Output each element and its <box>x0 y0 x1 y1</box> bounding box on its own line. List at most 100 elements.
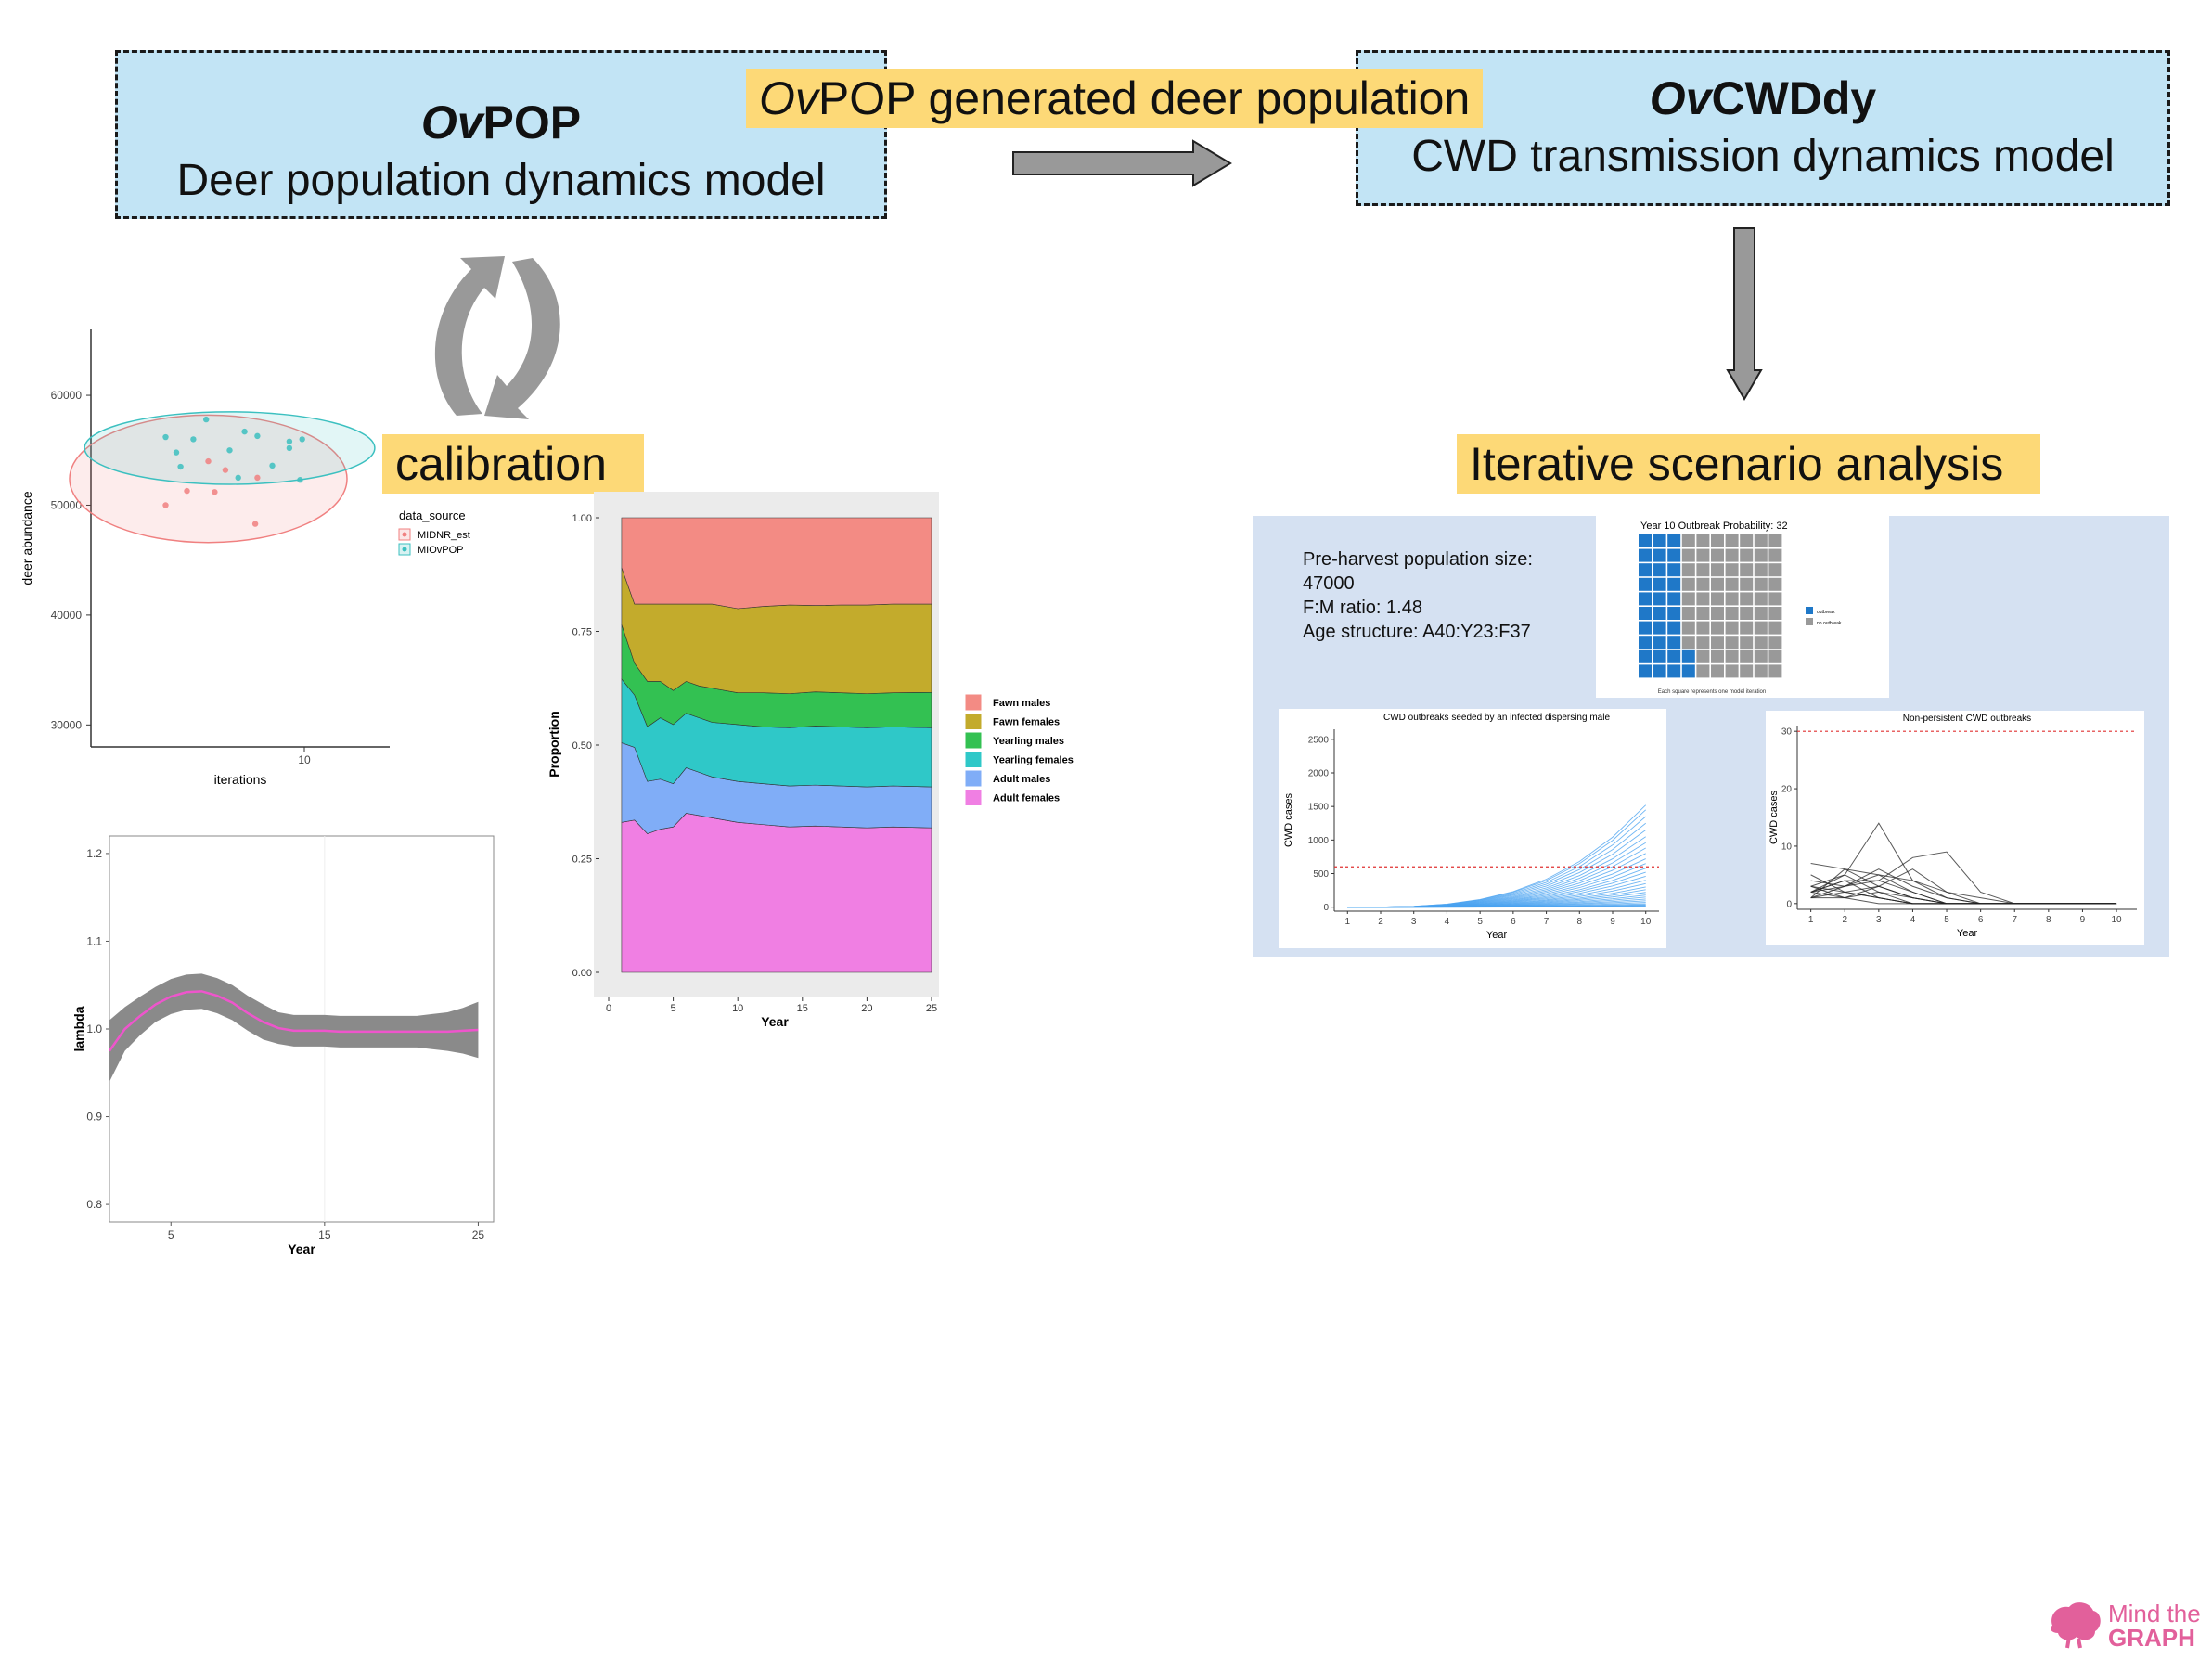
waffle-cell <box>1653 577 1666 591</box>
waffle-cell <box>1725 534 1739 547</box>
logo-line2: GRAPH <box>2108 1624 2195 1652</box>
x-tick-label: 5 <box>168 1228 174 1241</box>
waffle-cell <box>1725 649 1739 663</box>
waffle-cell <box>1639 548 1652 562</box>
data-point <box>162 502 169 508</box>
info-population-value: 47000 <box>1303 573 1355 594</box>
x-tick-label: 7 <box>2012 915 2017 925</box>
data-point <box>286 444 293 452</box>
ovcwddy-title-italic: Ov <box>1649 72 1712 124</box>
y-axis-title: lambda <box>71 1006 86 1051</box>
waffle-caption: Each square represents one model iterati… <box>1658 689 1766 695</box>
y-tick-label: 1000 <box>1308 836 1330 846</box>
waffle-cell <box>1725 636 1739 649</box>
waffle-cell <box>1768 607 1782 620</box>
data-point <box>254 474 261 482</box>
waffle-cell <box>1653 548 1666 562</box>
y-tick-label: 1.00 <box>572 513 592 524</box>
legend-key <box>964 693 983 712</box>
y-tick-label: 1.1 <box>86 934 102 947</box>
x-tick-label: 15 <box>797 1003 808 1014</box>
legend-key <box>964 731 983 750</box>
y-tick-label: 1500 <box>1308 803 1330 813</box>
waffle-cell <box>1681 534 1695 547</box>
waffle-cell <box>1740 534 1754 547</box>
waffle-cell <box>1667 592 1681 606</box>
waffle-cell <box>1696 577 1710 591</box>
outbreak-line <box>1810 874 2117 905</box>
y-tick-label: 500 <box>1313 869 1329 880</box>
x-tick-label: 6 <box>1978 915 1984 925</box>
legend-label: Yearling males <box>993 736 1064 747</box>
waffle-cell <box>1653 563 1666 577</box>
legend-label: Adult males <box>993 774 1050 785</box>
legend-label: MIOvPOP <box>418 545 464 556</box>
waffle-cell <box>1696 621 1710 635</box>
data-point <box>162 433 169 441</box>
waffle-cell <box>1667 636 1681 649</box>
legend-title: data_source <box>399 508 466 522</box>
right-arrow <box>1012 139 1232 187</box>
waffle-cell <box>1711 548 1724 562</box>
data-point <box>299 436 305 443</box>
x-tick-label: 10 <box>298 753 311 766</box>
x-tick-label: 1 <box>1345 917 1351 927</box>
waffle-cell <box>1681 621 1695 635</box>
data-point <box>205 457 212 465</box>
waffle-cell <box>1768 592 1782 606</box>
waffle-cell <box>1740 664 1754 678</box>
legend-label: MIDNR_est <box>418 530 470 541</box>
waffle-cell <box>1667 607 1681 620</box>
legend-label: no outbreak <box>1817 621 1842 626</box>
waffle-cell <box>1667 534 1681 547</box>
waffle-cell <box>1696 664 1710 678</box>
waffle-cell <box>1681 664 1695 678</box>
x-tick-label: 1 <box>1808 915 1814 925</box>
proportion-area-chart: 0.00 0.25 0.50 0.75 1.00 0 5 10 15 20 25 Year Propor… <box>547 492 1074 1029</box>
waffle-cell <box>1711 592 1724 606</box>
data-point <box>173 449 180 456</box>
info-age-structure: Age structure: A40:Y23:F37 <box>1303 622 1531 642</box>
waffle-cell <box>1696 592 1710 606</box>
legend-key <box>964 789 983 806</box>
waffle-cell <box>1681 607 1695 620</box>
waffle-cell <box>1754 592 1768 606</box>
y-tick-label: 0.8 <box>86 1198 102 1211</box>
waffle-cell <box>1754 621 1768 635</box>
y-tick-label: 0.00 <box>572 968 592 979</box>
generated-population-label: OvPOP generated deer population <box>746 69 1484 128</box>
data-point <box>226 447 233 454</box>
waffle-cell <box>1711 664 1724 678</box>
waffle-cell <box>1711 563 1724 577</box>
legend-key <box>964 713 983 730</box>
waffle-cell <box>1711 636 1724 649</box>
legend-label: outbreak <box>1817 610 1835 615</box>
info-population-label: Pre-harvest population size: <box>1303 549 1533 570</box>
waffle-cell <box>1754 636 1768 649</box>
x-tick-label: 15 <box>318 1228 331 1241</box>
calibration-cycle-arrows <box>434 256 560 419</box>
outbreak-line <box>1347 809 1647 908</box>
y-axis-title: deer abundance <box>19 491 34 585</box>
x-axis-title: Year <box>761 1014 789 1029</box>
x-tick-label: 9 <box>2080 915 2086 925</box>
ovpop-title-rest: POP <box>482 96 582 148</box>
outbreak-line <box>1347 816 1647 908</box>
down-arrow <box>1726 227 1763 401</box>
waffle-cell <box>1740 577 1754 591</box>
waffle-cell <box>1639 664 1652 678</box>
waffle-cell <box>1740 636 1754 649</box>
waffle-cell <box>1768 621 1782 635</box>
waffle-cell <box>1639 649 1652 663</box>
data-point <box>241 428 248 435</box>
x-tick-label: 10 <box>1640 917 1652 927</box>
waffle-cell <box>1667 649 1681 663</box>
ovpop-title-italic: Ov <box>420 96 483 148</box>
waffle-cell <box>1768 664 1782 678</box>
data-point <box>184 487 190 495</box>
waffle-cell <box>1740 592 1754 606</box>
y-tick-label: 50000 <box>51 498 83 511</box>
y-axis-title: Proportion <box>547 711 561 778</box>
waffle-cell <box>1681 636 1695 649</box>
x-tick-label: 9 <box>1610 917 1615 927</box>
